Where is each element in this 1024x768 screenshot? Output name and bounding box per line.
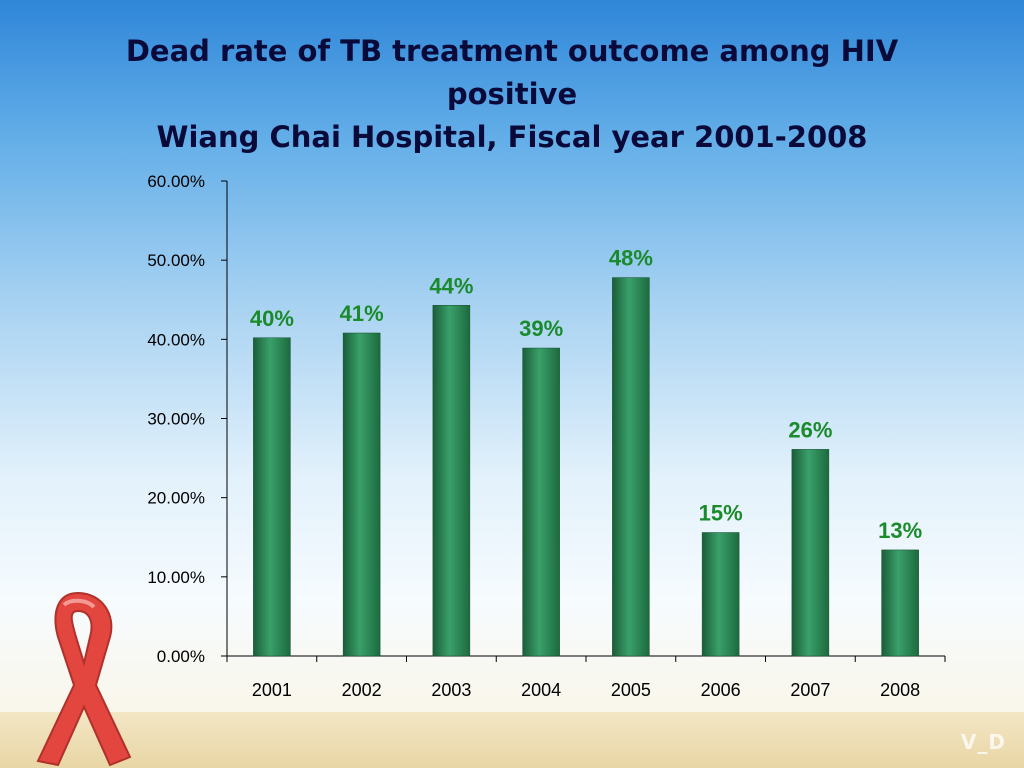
bars (253, 277, 919, 657)
bar-2004 (522, 347, 560, 657)
y-axis: 0.00% 10.00% 20.00% 30.00% 40.00% 50.00% 60.00… (147, 172, 228, 666)
chart-title: Dead rate of TB treatment outcome among … (40, 30, 984, 159)
data-label: 41% (340, 301, 384, 326)
bar-2003 (432, 305, 471, 657)
x-tick-label: 2004 (521, 680, 561, 700)
bar-2001 (253, 337, 291, 657)
bar-2007 (791, 449, 830, 657)
data-label: 44% (429, 273, 473, 298)
x-tick-label: 2007 (790, 680, 830, 700)
data-label: 15% (699, 501, 743, 526)
x-tick-label: 2001 (252, 680, 292, 700)
watermark: V_D (960, 730, 1006, 754)
x-tick-label: 2006 (701, 680, 741, 700)
y-tick-label: 10.00% (147, 568, 205, 587)
y-tick-label: 50.00% (147, 251, 205, 270)
data-label: 48% (609, 246, 653, 271)
chart-title-line-1: Dead rate of TB treatment outcome among … (125, 34, 899, 68)
y-tick-label: 60.00% (147, 172, 205, 191)
data-label: 26% (788, 417, 832, 442)
y-tick-label: 30.00% (147, 410, 205, 429)
chart-title-line-3: Wiang Chai Hospital, Fiscal year 2001-20… (156, 120, 868, 154)
y-tick-label: 20.00% (147, 489, 205, 508)
y-tick-label: 0.00% (157, 647, 205, 666)
x-tick-label: 2003 (431, 680, 471, 700)
data-labels: 40% 41% 44% 39% 48% 15% 26% 13% (250, 246, 922, 543)
bottom-band (0, 712, 1024, 768)
bar-2006 (701, 532, 740, 657)
data-label: 13% (878, 518, 922, 543)
bar-2005 (612, 277, 650, 657)
x-axis: 2001 2002 2003 2004 2005 2006 2007 2008 (226, 655, 946, 700)
data-label: 40% (250, 306, 294, 331)
chart-title-line-2: positive (446, 77, 578, 111)
x-tick-label: 2008 (880, 680, 920, 700)
data-label: 39% (519, 316, 563, 341)
red-ribbon-icon (36, 591, 132, 767)
bar-2008 (881, 549, 919, 657)
x-tick-label: 2005 (611, 680, 651, 700)
bar-2002 (342, 332, 381, 657)
y-tick-label: 40.00% (147, 330, 205, 349)
x-tick-label: 2002 (342, 680, 382, 700)
